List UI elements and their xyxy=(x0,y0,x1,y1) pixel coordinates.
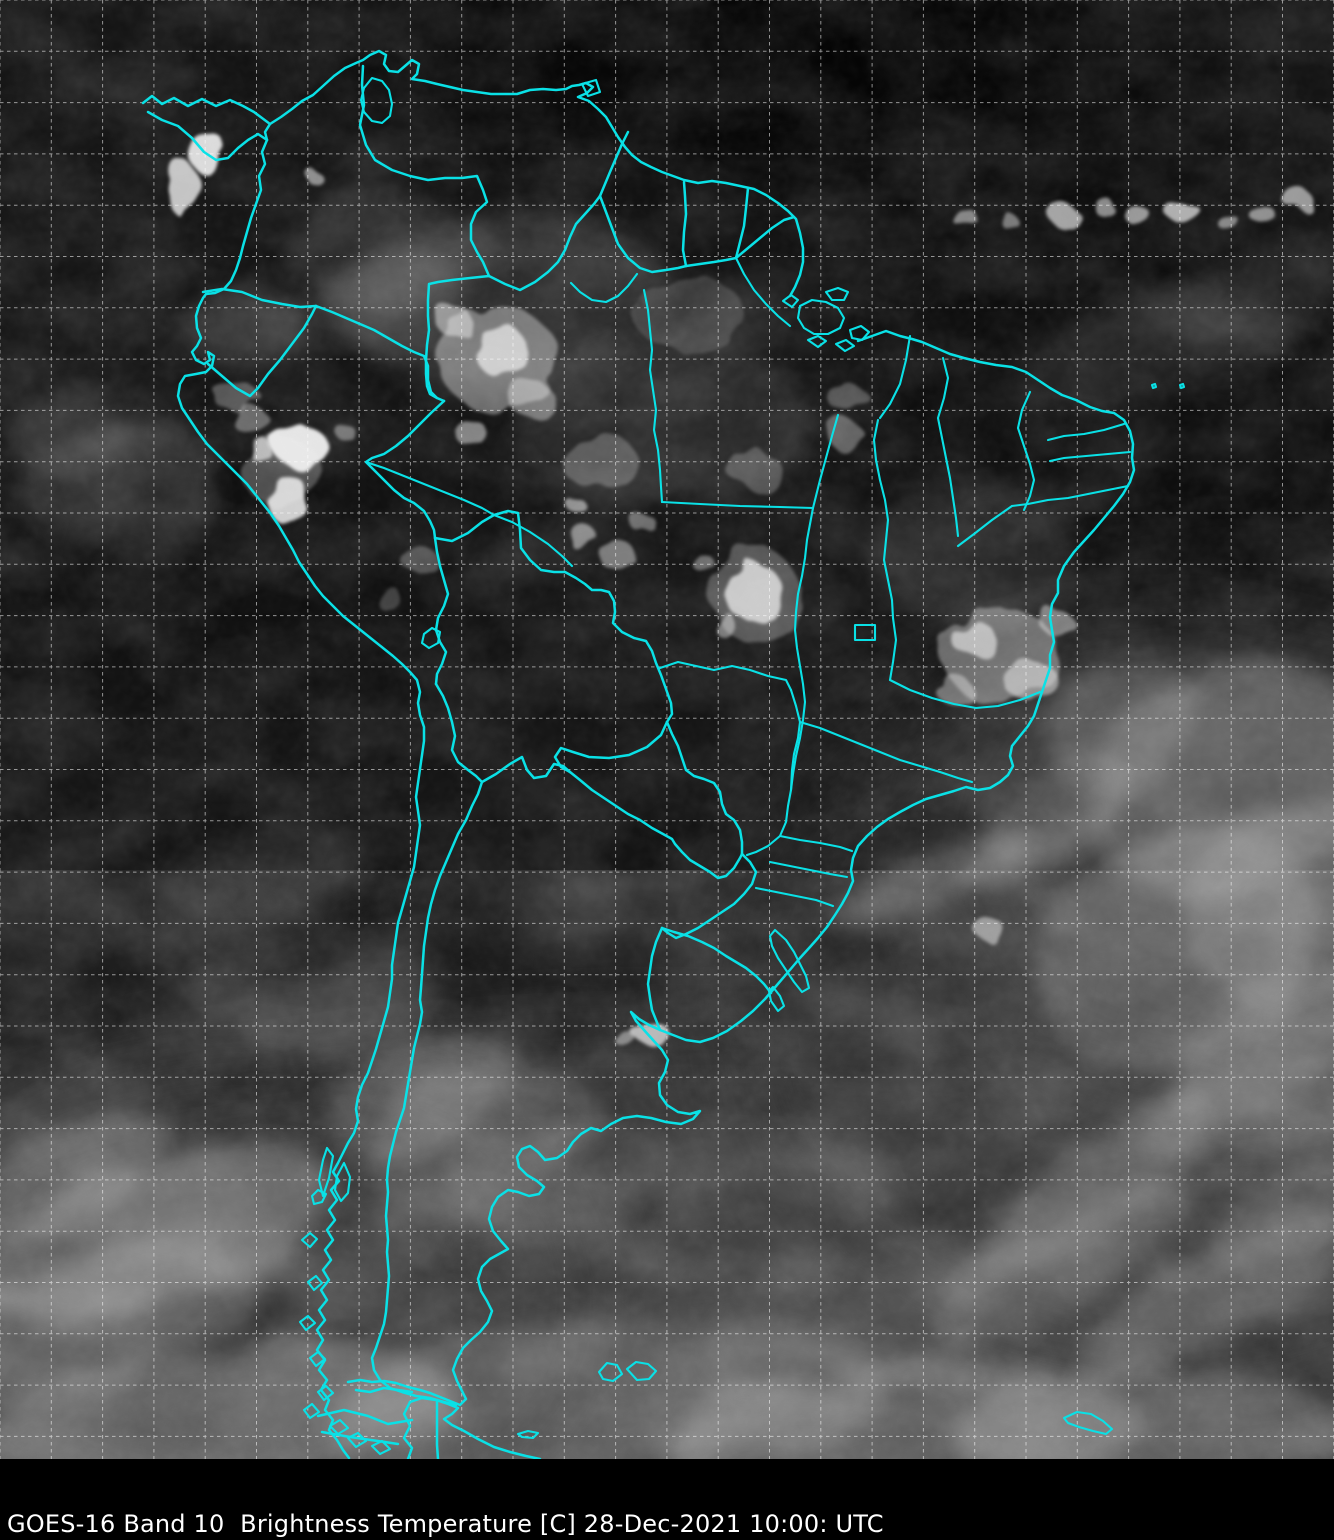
state-border-path xyxy=(364,460,496,517)
island-lake-outline xyxy=(834,338,856,353)
political-borders-layer xyxy=(141,49,1186,1459)
country-border-path xyxy=(684,256,738,268)
caption-text: GOES-16 Band 10 Brightness Temperature [… xyxy=(7,1510,884,1538)
country-border-path xyxy=(433,509,674,724)
country-border-path xyxy=(370,780,484,1407)
coastline-path xyxy=(141,94,272,126)
island-lake-outline xyxy=(420,626,442,650)
state-border-path xyxy=(1010,484,1130,508)
state-border-path xyxy=(754,886,835,908)
coastline-path xyxy=(346,329,1136,1407)
goes16-ir-image xyxy=(0,0,1334,1459)
island-lake-outline xyxy=(1178,382,1186,390)
country-border-path xyxy=(646,926,664,1032)
country-border-path xyxy=(487,194,602,292)
state-border-path xyxy=(778,834,854,853)
island-lake-outline xyxy=(625,1360,658,1382)
state-border-path xyxy=(798,720,974,784)
coastline-path xyxy=(146,110,269,162)
state-border-path xyxy=(569,272,639,304)
coastline-path xyxy=(402,1400,414,1459)
island-lake-outline xyxy=(1062,1410,1114,1436)
country-border-path xyxy=(424,274,491,400)
caption-bar: GOES-16 Band 10 Brightness Temperature [… xyxy=(0,1459,1334,1540)
island-lake-outline xyxy=(848,324,871,342)
country-border-path xyxy=(734,186,750,260)
graticule-lines xyxy=(0,0,1334,1459)
country-border-path xyxy=(314,304,446,403)
island-lake-outline xyxy=(310,1188,328,1206)
state-border-path xyxy=(956,504,1014,548)
country-border-path xyxy=(434,682,484,784)
state-border-path xyxy=(658,660,793,692)
country-border-path xyxy=(665,720,744,856)
island-lake-outline xyxy=(806,334,828,349)
state-border-path xyxy=(888,678,1042,710)
island-lake-outline xyxy=(580,78,602,98)
coastline-path xyxy=(354,1386,414,1394)
island-lake-outline xyxy=(298,1314,317,1332)
satellite-map xyxy=(0,0,1334,1459)
state-border-path xyxy=(1016,390,1036,512)
country-border-path xyxy=(568,770,744,880)
state-border-path xyxy=(872,418,895,620)
island-lake-outline xyxy=(316,1384,335,1402)
state-border-path xyxy=(768,860,849,879)
island-lake-outline xyxy=(597,1361,624,1383)
island-lake-outline xyxy=(300,1231,319,1249)
island-lake-outline xyxy=(359,76,394,125)
country-border-path xyxy=(358,64,491,278)
island-lake-outline xyxy=(317,1146,335,1198)
country-border-path xyxy=(598,130,630,198)
coastline-path xyxy=(176,138,426,1459)
country-border-path xyxy=(364,399,446,540)
country-border-path xyxy=(660,926,773,995)
country-border-path xyxy=(206,304,318,398)
state-border-path xyxy=(888,616,898,682)
country-border-path xyxy=(681,180,688,268)
country-border-path xyxy=(553,720,669,774)
island-lake-outline xyxy=(781,293,800,309)
country-border-path xyxy=(201,287,318,309)
country-border-path xyxy=(734,215,796,260)
island-lake-outline xyxy=(796,298,846,336)
country-border-path xyxy=(660,852,758,940)
island-lake-outline xyxy=(346,1431,368,1449)
state-border-path xyxy=(1046,422,1126,442)
island-lake-outline xyxy=(824,286,850,302)
state-border-path xyxy=(878,334,912,420)
island-lake-outline xyxy=(516,1429,540,1440)
country-border-path xyxy=(433,536,450,686)
island-lake-outline xyxy=(308,1350,327,1368)
state-border-path xyxy=(789,413,840,792)
state-border-path xyxy=(660,500,815,510)
island-lake-outline xyxy=(768,928,811,994)
island-lake-outline xyxy=(333,1161,352,1203)
island-lake-outline xyxy=(853,623,877,642)
country-border-path xyxy=(480,755,572,784)
island-lake-outline xyxy=(1150,382,1158,390)
coastline-path xyxy=(316,1408,414,1426)
state-border-path xyxy=(734,256,792,328)
island-lake-outline xyxy=(328,1418,350,1436)
latlon-graticule xyxy=(0,0,1334,1459)
coastline-path xyxy=(268,49,805,298)
country-border-path xyxy=(263,122,272,142)
island-lake-outline xyxy=(306,1274,324,1292)
island-lake-outline xyxy=(767,985,786,1013)
country-border-path xyxy=(598,194,688,274)
state-border-path xyxy=(492,513,574,568)
state-border-path xyxy=(642,288,664,504)
state-border-path xyxy=(936,356,960,538)
island-lake-outline xyxy=(302,1402,321,1420)
state-border-path xyxy=(1048,450,1132,463)
country-border-path xyxy=(435,1398,440,1459)
island-lake-outline xyxy=(370,1439,392,1456)
